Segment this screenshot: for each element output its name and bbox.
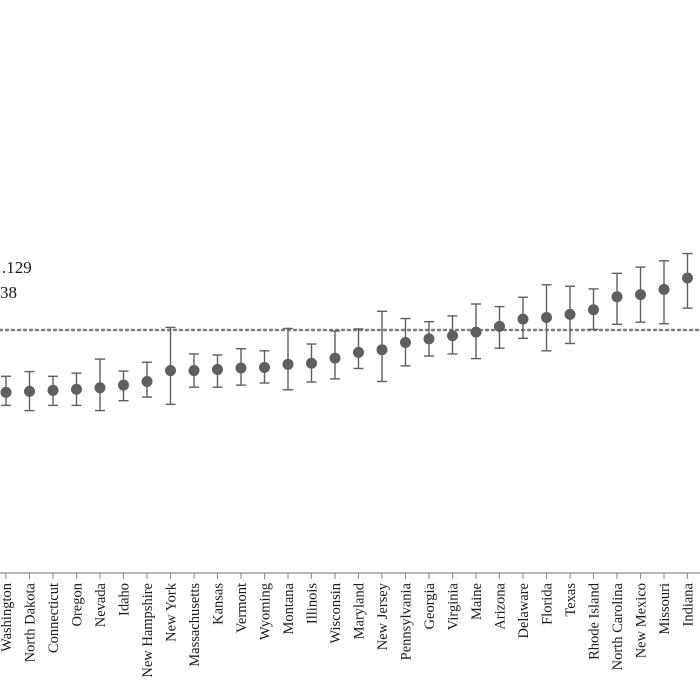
x-tick-label: Connecticut (46, 583, 62, 653)
data-point (71, 383, 82, 395)
data-point (658, 283, 670, 295)
data-point (212, 364, 223, 376)
x-tick-labels: Washington North Dakota Connecticut Oregon N… (0, 582, 697, 677)
x-tick-label: Wyoming (258, 583, 274, 640)
data-point (682, 272, 693, 284)
x-tick-label: New Hampshire (140, 583, 156, 678)
x-tick-label: Georgia (422, 582, 438, 629)
data-point (188, 365, 200, 377)
x-tick-label: Maine (469, 583, 485, 620)
x-tick-label: Kansas (211, 583, 227, 625)
x-tick-label: Vermont (234, 583, 250, 633)
x-tick-label: Montana (281, 582, 297, 634)
x-tick-label: New Mexico (634, 583, 650, 658)
data-point (447, 330, 458, 342)
x-tick-label: North Carolina (610, 582, 626, 670)
x-tick-label: Virginia (446, 582, 462, 630)
x-tick-label: Maryland (352, 582, 368, 639)
data-point (282, 358, 294, 370)
x-tick-label: Oregon (70, 582, 86, 626)
data-point (494, 320, 505, 332)
x-tick-label: New York (164, 582, 180, 642)
data-point (118, 379, 129, 391)
data-point (141, 375, 153, 387)
x-tick-label: Missouri (657, 583, 673, 635)
x-tick-label: Pennsylvania (399, 582, 415, 660)
x-tick-label: Arizona (493, 582, 509, 629)
data-point (259, 361, 270, 373)
data-point (235, 362, 247, 374)
x-tick-label: Wisconsin (328, 582, 344, 643)
data-point (470, 326, 482, 338)
data-point (353, 346, 364, 358)
x-axis-ticks (5, 573, 688, 579)
data-point (400, 336, 411, 348)
data-point (94, 382, 106, 394)
data-point (588, 304, 599, 316)
x-tick-label: Florida (540, 582, 556, 624)
x-tick-label: Texas (563, 583, 579, 617)
data-point (329, 352, 341, 364)
data-point (24, 385, 35, 397)
x-tick-label: Delaware (516, 583, 532, 639)
x-tick-label: Illinois (305, 583, 321, 624)
x-tick-label: Massachusetts (187, 583, 203, 667)
data-point (376, 344, 388, 356)
x-tick-label: Idaho (117, 583, 133, 616)
data-point (47, 384, 59, 396)
data-point (611, 291, 623, 303)
data-points (0, 272, 693, 398)
data-point (165, 365, 176, 377)
x-tick-label: Washington (0, 582, 15, 652)
data-point (541, 312, 552, 324)
x-tick-label: New Jersey (375, 582, 391, 650)
x-tick-label: Indiana (681, 582, 697, 626)
x-tick-label: Rhode Island (587, 582, 603, 660)
x-tick-label: North Dakota (23, 582, 39, 662)
data-point (0, 386, 12, 398)
data-point (564, 308, 576, 320)
data-point (517, 313, 529, 325)
annotation-text-1: .129 (2, 258, 32, 277)
data-point (306, 357, 317, 369)
data-point (635, 289, 646, 301)
annotation-text-2: 38 (0, 283, 17, 302)
data-point (423, 333, 435, 345)
x-tick-label: Nevada (93, 582, 109, 627)
